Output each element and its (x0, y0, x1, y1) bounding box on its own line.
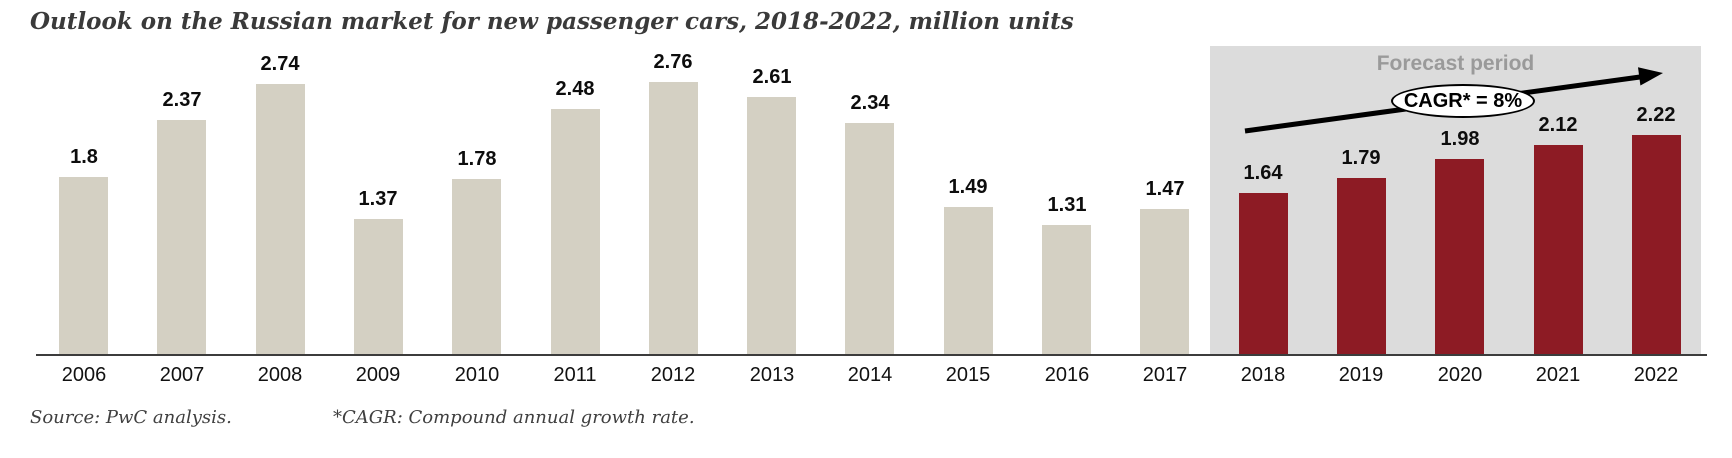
x-tick-label: 2019 (1338, 364, 1384, 386)
bar-2011 (551, 109, 600, 355)
bar-2014 (845, 123, 894, 355)
bar-value-label: 2.12 (1538, 114, 1578, 136)
x-tick-label: 2013 (749, 364, 795, 386)
bar-value-label: 1.8 (70, 146, 98, 168)
bar-2015 (944, 207, 993, 355)
bar-value-label: 2.22 (1636, 104, 1676, 126)
x-tick-label: 2012 (650, 364, 696, 386)
cagr-badge-label: CAGR* = 8% (1403, 89, 1523, 112)
bar-2009 (354, 219, 403, 355)
bar-2012 (649, 82, 698, 355)
bar-2010 (452, 179, 501, 355)
bar-value-label: 2.76 (653, 51, 693, 73)
forecast-period-label: Forecast period (1376, 52, 1535, 75)
bar-2021 (1534, 145, 1583, 355)
x-tick-label: 2015 (945, 364, 991, 386)
x-tick-label: 2017 (1142, 364, 1188, 386)
x-tick-label: 2020 (1437, 364, 1483, 386)
bar-value-label: 1.98 (1440, 128, 1480, 150)
bar-value-label: 1.78 (457, 148, 497, 170)
bar-value-label: 1.49 (948, 176, 988, 198)
x-tick-label: 2009 (355, 364, 401, 386)
bar-2016 (1042, 225, 1091, 355)
x-tick-label: 2016 (1044, 364, 1090, 386)
x-tick-label: 2022 (1633, 364, 1679, 386)
bar-value-label: 2.74 (260, 53, 300, 75)
x-tick-label: 2011 (553, 364, 597, 386)
x-axis-line (36, 354, 1707, 356)
bar-2019 (1337, 178, 1386, 355)
x-tick-label: 2007 (159, 364, 205, 386)
bar-2020 (1435, 159, 1484, 355)
x-tick-label: 2018 (1240, 364, 1286, 386)
bar-2008 (256, 84, 305, 355)
bar-2022 (1632, 135, 1681, 355)
bar-value-label: 1.37 (358, 188, 398, 210)
bar-value-label: 2.37 (162, 89, 202, 111)
bar-value-label: 1.79 (1341, 147, 1381, 169)
bar-value-label: 1.64 (1243, 162, 1283, 184)
cagr-footnote: *CAGR: Compound annual growth rate. (333, 407, 695, 428)
x-tick-label: 2006 (61, 364, 107, 386)
cagr-badge: CAGR* = 8% (1391, 84, 1535, 118)
chart-title: Outlook on the Russian market for new pa… (30, 8, 1074, 35)
bar-value-label: 2.61 (752, 66, 792, 88)
x-tick-label: 2021 (1535, 364, 1581, 386)
x-tick-label: 2010 (454, 364, 500, 386)
x-tick-label: 2014 (847, 364, 893, 386)
bar-value-label: 1.47 (1145, 178, 1185, 200)
bar-value-label: 2.48 (555, 78, 595, 100)
bar-value-label: 1.31 (1047, 194, 1087, 216)
source-note: Source: PwC analysis. (30, 407, 232, 428)
bar-value-label: 2.34 (850, 92, 890, 114)
bar-2007 (157, 120, 206, 355)
bar-2006 (59, 177, 108, 355)
bar-2013 (747, 97, 796, 355)
bar-2018 (1239, 193, 1288, 355)
bar-2017 (1140, 209, 1189, 355)
x-tick-label: 2008 (257, 364, 303, 386)
